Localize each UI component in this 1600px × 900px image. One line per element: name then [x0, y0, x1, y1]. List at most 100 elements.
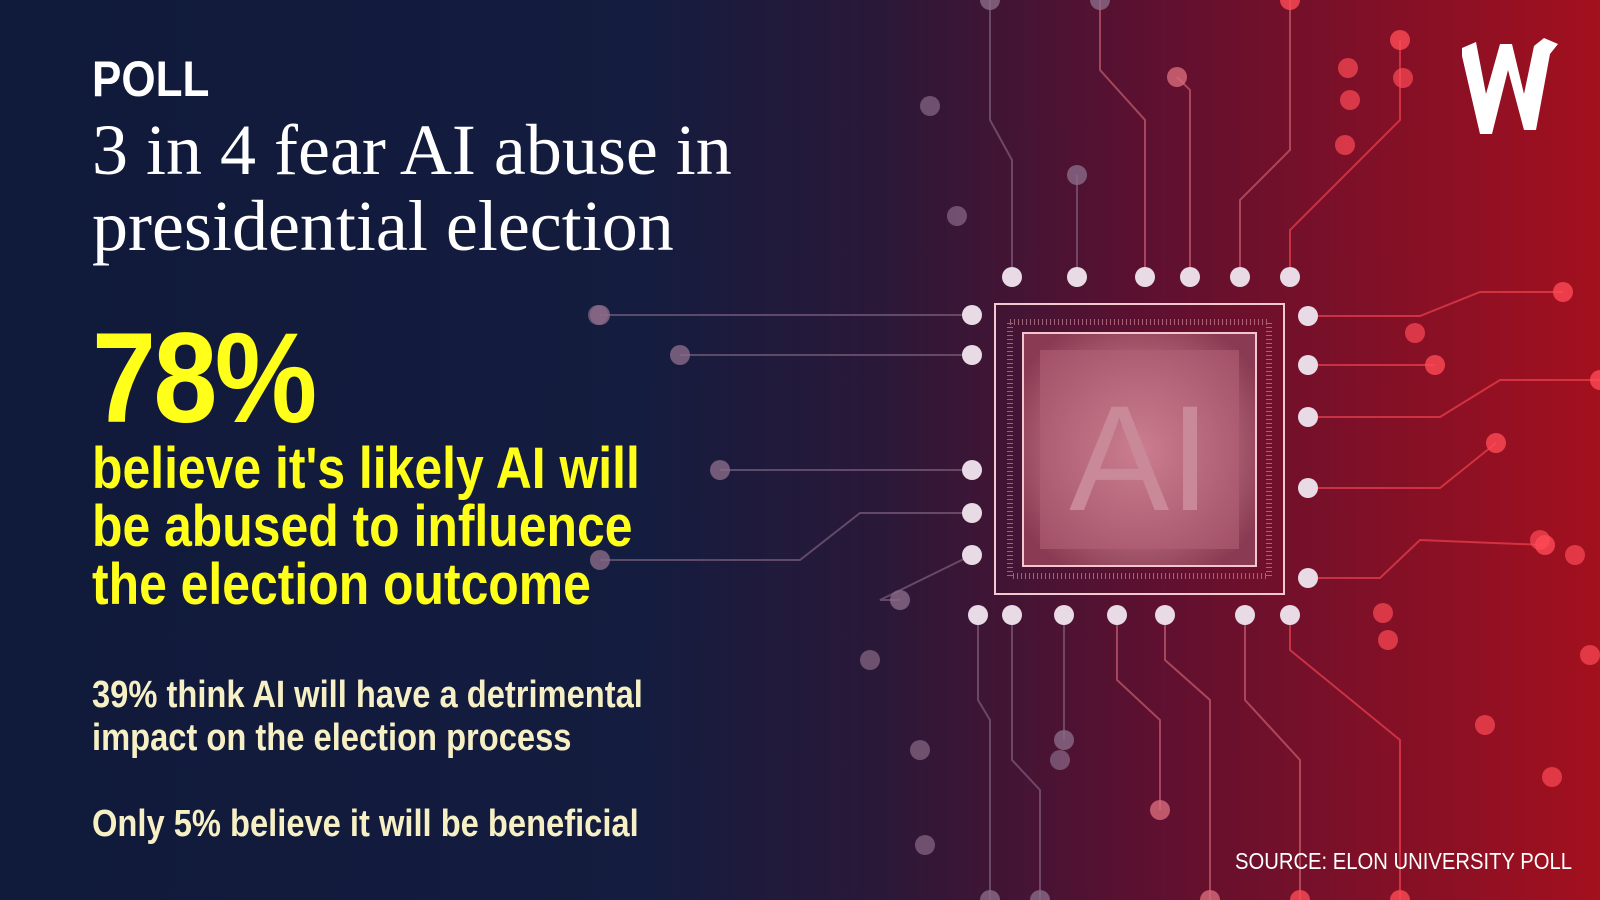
trace-dot — [1067, 165, 1087, 185]
headline-stat: 78% — [92, 307, 317, 450]
glow-dot — [1530, 530, 1550, 550]
glow-dot — [1542, 767, 1562, 787]
pin-dot — [1298, 355, 1318, 375]
chip-core — [1040, 350, 1239, 549]
title-line: presidential election — [92, 186, 674, 266]
trace-dot — [1200, 890, 1220, 900]
detail: Only 5% believe it will be beneficial — [92, 803, 639, 846]
detail-line: Only 5% believe it will be beneficial — [92, 803, 639, 845]
trace-dot — [980, 0, 1000, 10]
trace-dot — [1280, 0, 1300, 10]
trace-dot — [590, 550, 610, 570]
pin-dot — [962, 460, 982, 480]
trace — [1308, 538, 1546, 579]
glow-dot — [920, 96, 940, 116]
trace — [1308, 291, 1563, 317]
trace-dot — [1390, 890, 1410, 900]
pin-dot — [1230, 267, 1250, 287]
pin-dot — [1155, 605, 1175, 625]
trace-dot — [980, 890, 1000, 900]
trace-dot — [1486, 433, 1506, 453]
pin-dot — [962, 305, 982, 325]
trace-dot — [1167, 67, 1187, 87]
glow-dot — [1565, 545, 1585, 565]
glow-dot — [1050, 750, 1070, 770]
trace-dot — [890, 590, 910, 610]
logo — [1462, 38, 1558, 134]
trace — [1164, 615, 1211, 900]
pin-dot — [1002, 267, 1022, 287]
glow-dot — [1580, 645, 1600, 665]
trace — [977, 615, 991, 900]
chip-frame — [994, 303, 1285, 595]
glow-dot — [947, 206, 967, 226]
pin-dot — [1002, 605, 1022, 625]
glow-dot — [1338, 58, 1358, 78]
headline-line: be abused to influence — [92, 494, 633, 559]
glow-dot — [1340, 90, 1360, 110]
trace-dot — [1030, 890, 1050, 900]
trace-dot — [670, 345, 690, 365]
pin-dot — [962, 345, 982, 365]
pin-dot — [1280, 605, 1300, 625]
pin-dot — [1107, 605, 1127, 625]
pin-dot — [962, 545, 982, 565]
trace-dot — [1090, 0, 1110, 10]
trace-dot — [1553, 282, 1573, 302]
glow-dot — [1373, 603, 1393, 623]
glow-dot — [1378, 630, 1398, 650]
trace — [1116, 615, 1161, 810]
pin-dot — [1298, 306, 1318, 326]
glow-dot — [860, 650, 880, 670]
glow-dot — [1475, 715, 1495, 735]
detail-line: 39% think AI will have a detrimental — [92, 674, 643, 716]
glow-dot — [910, 740, 930, 760]
trace — [600, 512, 972, 561]
trace-dot — [710, 460, 730, 480]
trace — [1244, 615, 1301, 900]
pin-dot — [1280, 267, 1300, 287]
kicker: POLL — [92, 51, 210, 107]
pin-dot — [1180, 267, 1200, 287]
pin-dot — [1067, 267, 1087, 287]
glow-dot — [1393, 68, 1413, 88]
pin-dot — [1054, 605, 1074, 625]
headline-line: the election outcome — [92, 552, 591, 617]
trace — [989, 0, 1013, 277]
trace — [1308, 379, 1600, 418]
trace — [1239, 0, 1291, 277]
trace-dot — [1290, 890, 1310, 900]
trace — [1011, 615, 1041, 900]
pin-dot — [1298, 568, 1318, 588]
trace-dot — [1590, 370, 1600, 390]
traces — [588, 0, 1600, 900]
detail-line: impact on the election process — [92, 717, 572, 759]
detail: 39% think AI will have a detrimental imp… — [92, 674, 643, 760]
headline-line: believe it's likely AI will — [92, 436, 640, 501]
headline-text: believe it's likely AI will be abused to… — [92, 440, 640, 614]
title: 3 in 4 fear AI abuse in presidential ele… — [92, 112, 732, 264]
trace-dot — [1390, 30, 1410, 50]
glow-dot — [915, 835, 935, 855]
pin-dot — [1298, 407, 1318, 427]
trace-dot — [1054, 730, 1074, 750]
chip-label: AI — [1069, 374, 1211, 542]
trace — [1099, 0, 1146, 277]
pin-dot — [1135, 267, 1155, 287]
trace-dot — [1150, 800, 1170, 820]
pin-dot — [968, 605, 988, 625]
glow-dot — [1405, 323, 1425, 343]
trace — [1308, 442, 1497, 489]
pin-dot — [1235, 605, 1255, 625]
glow-dot — [1335, 135, 1355, 155]
glow-dot — [588, 305, 608, 325]
source: SOURCE: ELON UNIVERSITY POLL — [1234, 848, 1572, 874]
pin-dot — [962, 503, 982, 523]
pin-dot — [1298, 478, 1318, 498]
trace-dot — [1425, 355, 1445, 375]
trace — [1289, 615, 1401, 900]
title-line: 3 in 4 fear AI abuse in — [92, 110, 732, 190]
trace — [1176, 76, 1191, 277]
